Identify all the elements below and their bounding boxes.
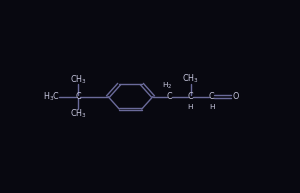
Text: $\mathsf{H_2}$: $\mathsf{H_2}$ — [162, 81, 172, 91]
Text: $\mathsf{H_3C}$: $\mathsf{H_3C}$ — [43, 90, 61, 103]
Text: O: O — [233, 92, 239, 101]
Text: C: C — [75, 92, 81, 101]
Text: C: C — [209, 92, 214, 101]
Text: C: C — [167, 92, 172, 101]
Text: $\mathsf{CH_3}$: $\mathsf{CH_3}$ — [70, 74, 86, 86]
Text: H: H — [188, 104, 193, 110]
Text: H: H — [209, 104, 214, 110]
Text: $\mathsf{CH_3}$: $\mathsf{CH_3}$ — [182, 73, 199, 85]
Text: $\mathsf{CH_3}$: $\mathsf{CH_3}$ — [70, 107, 86, 119]
Text: C: C — [188, 92, 193, 101]
